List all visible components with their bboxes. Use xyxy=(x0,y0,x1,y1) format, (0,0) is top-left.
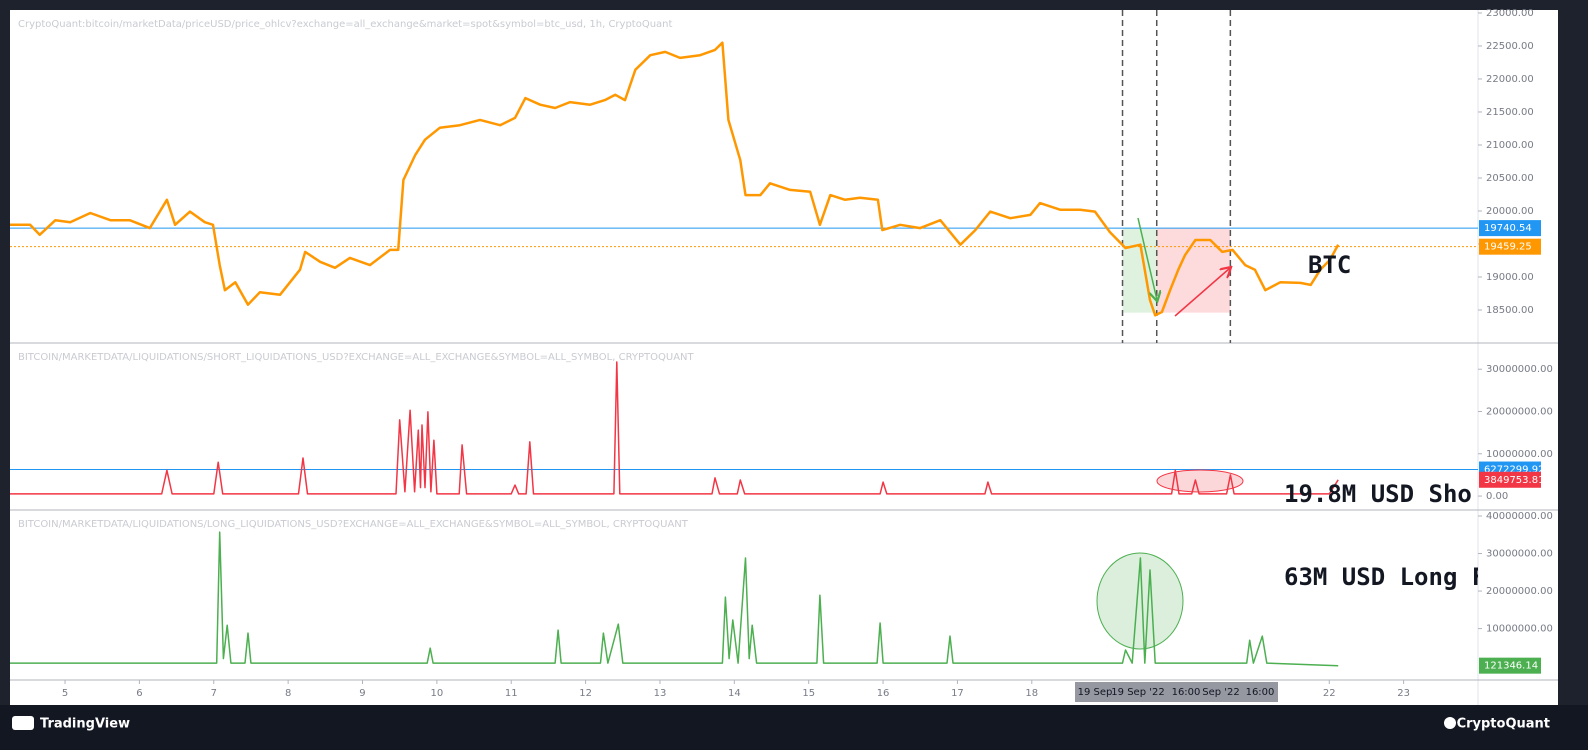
y-tick-label: 18500.00 xyxy=(1486,305,1534,316)
price-tag xyxy=(1479,238,1541,255)
y-tick-label: 0.00 xyxy=(1486,491,1508,502)
y-tick-label: 30000000.00 xyxy=(1486,364,1553,375)
arrow xyxy=(1137,217,1157,300)
y-tick-label: 19000.00 xyxy=(1486,272,1534,283)
range-box xyxy=(1122,228,1157,313)
price-tag xyxy=(1479,657,1541,674)
price-tag-label: 6272299.92 xyxy=(1484,465,1544,476)
y-tick-label: 10000000.00 xyxy=(1486,449,1553,460)
x-tick-label: 18 xyxy=(1025,688,1038,699)
x-tick-label: 13 xyxy=(654,688,667,699)
y-tick-label: 20500.00 xyxy=(1486,173,1534,184)
y-tick-label: 23000.00 xyxy=(1486,8,1534,19)
crosshair-label: 16:00 xyxy=(1246,687,1275,698)
x-tick-label: 8 xyxy=(285,688,291,699)
chart-area xyxy=(10,10,1558,705)
logo xyxy=(12,716,34,730)
highlight-ellipse xyxy=(1096,552,1184,650)
y-tick-label: 20000000.00 xyxy=(1486,406,1553,417)
y-tick-label: 40000000.00 xyxy=(1486,511,1553,522)
price-tag-label: 19459.25 xyxy=(1484,242,1532,253)
y-tick-label: 21500.00 xyxy=(1486,107,1534,118)
x-tick-label: 11 xyxy=(505,688,518,699)
y-tick-label: 20000000.00 xyxy=(1486,586,1553,597)
y-tick-label: 30000000.00 xyxy=(1486,549,1553,560)
crosshair-box xyxy=(1075,682,1278,702)
x-tick-label: 9 xyxy=(359,688,365,699)
series-line xyxy=(10,41,1340,317)
x-tick-label: 7 xyxy=(211,688,217,699)
arrow xyxy=(1174,268,1230,317)
y-tick-label: 22500.00 xyxy=(1486,41,1534,52)
x-tick-label: 23 xyxy=(1397,688,1410,699)
series-line xyxy=(10,361,1339,495)
footer-bar xyxy=(0,705,1588,750)
series-line xyxy=(10,531,1339,667)
price-tag-label: 121346.14 xyxy=(1484,661,1538,672)
y-tick-label: 10000000.00 xyxy=(1486,624,1553,635)
x-tick-label: 5 xyxy=(62,688,68,699)
price-tag xyxy=(1479,220,1541,237)
pane-title: CryptoQuant:bitcoin/marketData/priceUSD/… xyxy=(18,19,673,30)
highlight-ellipse xyxy=(1156,469,1244,493)
crosshair-label: 19 Sep xyxy=(1078,687,1113,698)
crosshair-label: 16:00 xyxy=(1172,687,1201,698)
y-tick-label: 21000.00 xyxy=(1486,140,1534,151)
x-tick-label: 6 xyxy=(136,688,142,699)
pane-title: BITCOIN/MARKETDATA/LIQUIDATIONS/LONG_LIQ… xyxy=(18,519,689,530)
x-tick-label: 16 xyxy=(877,688,890,699)
pane-title: BITCOIN/MARKETDATA/LIQUIDATIONS/SHORT_LI… xyxy=(18,352,695,363)
x-tick-label: 15 xyxy=(802,688,815,699)
crosshair-label: Sep '22 xyxy=(1202,687,1240,698)
footer-right: CryptoQuant xyxy=(1457,717,1550,732)
annotation: 19.8M USD Sho xyxy=(1284,480,1472,508)
y-tick-label: 20000.00 xyxy=(1486,206,1534,217)
annotation: BTC xyxy=(1308,251,1351,279)
marks: CryptoQuant:bitcoin/marketData/priceUSD/… xyxy=(10,8,1553,702)
x-tick-label: 17 xyxy=(951,688,964,699)
x-tick-label: 22 xyxy=(1323,688,1336,699)
annotation: 63M USD Long F xyxy=(1284,563,1486,591)
logo xyxy=(1444,717,1456,729)
x-tick-label: 14 xyxy=(728,688,741,699)
x-tick-label: 12 xyxy=(579,688,592,699)
y-tick-label: 22000.00 xyxy=(1486,74,1534,85)
footer-left: TradingView xyxy=(40,717,130,732)
price-tag-label: 19740.54 xyxy=(1484,223,1532,234)
x-tick-label: 10 xyxy=(430,688,443,699)
price-tag xyxy=(1479,471,1541,488)
price-tag-label: 3849753.81 xyxy=(1484,475,1544,486)
crosshair-label: 19 Sep '22 xyxy=(1111,687,1164,698)
